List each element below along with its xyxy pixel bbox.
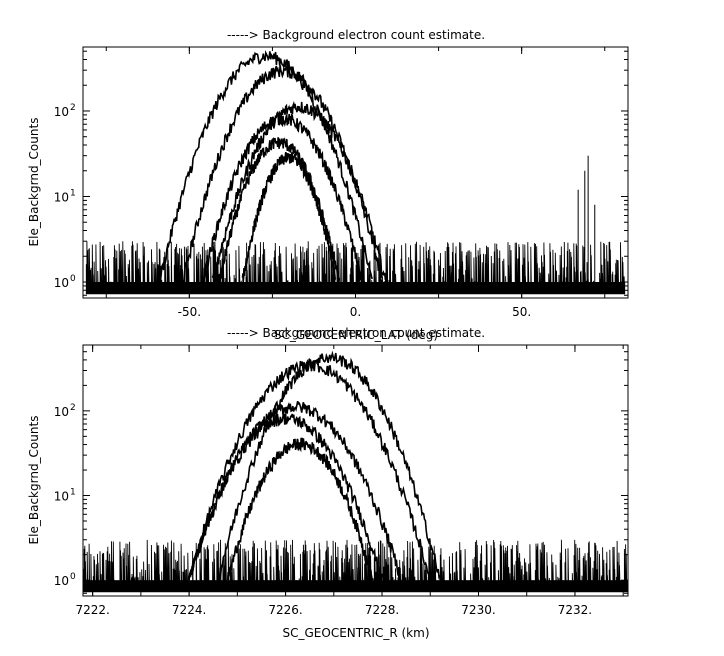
data-series-line [201,112,363,286]
data-series-line [211,100,387,280]
data-series-line [217,350,441,580]
noise-floor [85,241,626,295]
x-tick-label: 7226. [268,603,302,617]
y-tick-exponent: 1 [70,488,76,498]
x-tick-label: 7232. [558,603,592,617]
x-tick-label: 7230. [461,603,495,617]
x-tick-label: -50. [178,305,201,319]
noise-floor [82,539,629,593]
y-tick-label: 10 [54,490,69,504]
data-series-line [226,437,374,581]
data-series-line [241,151,337,283]
chart-title-lat: -----> Background electron count estimat… [227,28,485,42]
x-tick-label: 7222. [75,603,109,617]
y-tick-exponent: 0 [70,274,76,284]
y-tick-exponent: 1 [70,188,76,198]
data-series-line [158,49,373,283]
y-tick-exponent: 0 [70,572,76,582]
y-tick-label: 10 [54,405,69,419]
x-axis-label-lat: SC_GEOCENTRIC_LAT (deg) [274,328,438,342]
y-tick-label: 10 [54,276,69,290]
x-tick-label: 50. [512,305,531,319]
chart-title-r: -----> Background electron count estimat… [227,326,485,340]
x-axis-label-r: SC_GEOCENTRIC_R (km) [283,626,430,640]
x-tick-label: 0. [350,305,361,319]
y-tick-label: 10 [54,190,69,204]
y-tick-exponent: 2 [70,403,76,413]
chart-panel-lat: -----> Background electron count estimat… [27,28,629,342]
x-tick-label: 7224. [172,603,206,617]
data-series-line [182,64,383,283]
y-axis-label-r: Ele_Backgrnd_Counts [27,416,41,545]
y-tick-exponent: 2 [70,103,76,113]
chart-panel-r: -----> Background electron count estimat… [27,326,629,640]
data-series-line [188,358,432,581]
y-axis-label-lat: Ele_Backgrnd_Counts [27,118,41,247]
data-series-line [188,413,383,581]
y-tick-label: 10 [54,105,69,119]
data-series-line [218,137,340,283]
x-tick-label: 7228. [365,603,399,617]
y-tick-label: 10 [54,574,69,588]
